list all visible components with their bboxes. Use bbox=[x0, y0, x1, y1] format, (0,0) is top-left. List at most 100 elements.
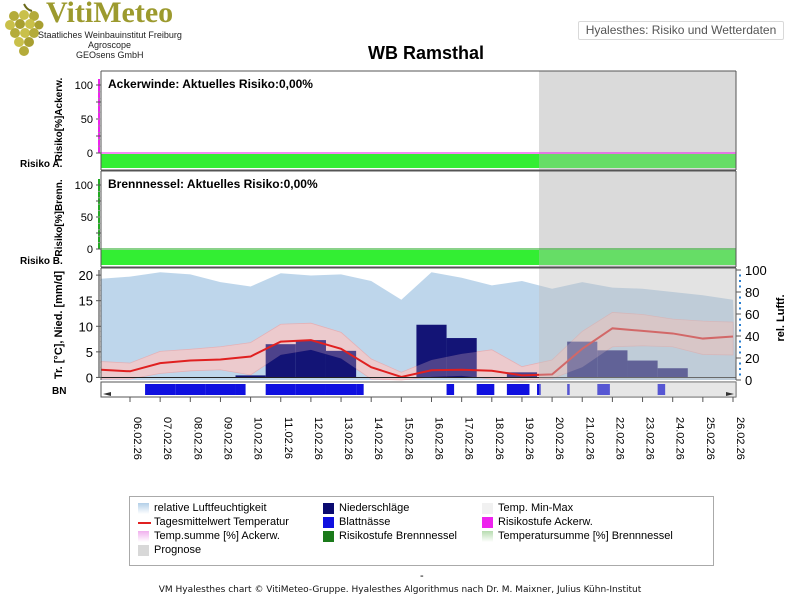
weather-y2tick-dot bbox=[739, 351, 741, 354]
weather-y2tick-dot bbox=[739, 362, 741, 365]
weather-ytick-label: 15 bbox=[79, 294, 93, 309]
chart-legend: relative Luftfeuchtigkeit Niederschläge Te… bbox=[129, 496, 714, 566]
ackerwinde-risk-band-forecast bbox=[539, 154, 736, 168]
weather-y2tick-dot bbox=[739, 285, 741, 288]
weather-ytick-label: 10 bbox=[79, 319, 93, 334]
weather-y2tick-dot bbox=[739, 346, 741, 348]
legend-label: Tagesmittelwert Temperatur bbox=[154, 516, 289, 528]
ackerwinde-risk-annotation: Ackerwinde: Aktuelles Risiko:0,00% bbox=[108, 77, 313, 91]
weather-y-axis-label: Tr. [°C], Nied. [mm/d] bbox=[53, 271, 65, 380]
weather-y2tick-dot bbox=[739, 340, 741, 343]
weather-y2tick-dot bbox=[739, 296, 741, 299]
leaf-row-label: BN bbox=[52, 386, 66, 397]
leaf-wetness-bar bbox=[597, 384, 610, 395]
legend-swatch bbox=[323, 503, 334, 514]
x-tick-label: 11.02.26 bbox=[282, 417, 294, 459]
ackerwinde-ytick-label: 50 bbox=[81, 114, 93, 126]
leaf-forecast-shade bbox=[539, 382, 736, 397]
leaf-wetness-strip bbox=[100, 381, 737, 398]
weather-y2tick-label: 20 bbox=[745, 351, 759, 366]
x-tick-label: 26.02.26 bbox=[734, 417, 746, 460]
weather-forecast-shade bbox=[539, 268, 736, 380]
leaf-wetness-bar bbox=[295, 384, 326, 395]
legend-swatch bbox=[323, 531, 334, 542]
temp-minmax-overlay bbox=[101, 312, 733, 380]
precip-bar bbox=[235, 375, 266, 378]
ackerwinde-risk-band-observed bbox=[101, 154, 540, 168]
ackerwinde-ytick-label: 100 bbox=[75, 80, 93, 92]
legend-label: Prognose bbox=[154, 544, 202, 556]
right-scroll-arrow-icon bbox=[726, 392, 734, 396]
x-tick-label: 24.02.26 bbox=[674, 417, 686, 460]
x-tick-label: 20.02.26 bbox=[553, 417, 565, 460]
brennnessel-y-axis-label: Risiko[%]Brenn. bbox=[54, 179, 65, 256]
x-tick-label: 19.02.26 bbox=[523, 417, 535, 460]
weather-y2tick-label: 80 bbox=[745, 285, 759, 300]
legend-label: Niederschläge bbox=[339, 502, 410, 514]
precip-bar bbox=[627, 360, 658, 378]
ackerwinde-ytick-label: 0 bbox=[87, 148, 93, 160]
weather-y2tick-dot bbox=[739, 274, 741, 277]
logo-line-institute: Staatliches Weinbauinstitut Freiburg bbox=[38, 30, 182, 40]
leaf-wetness-bar bbox=[235, 384, 246, 395]
weather-y2tick-dot bbox=[739, 373, 741, 376]
vitimeteo-logo: VitiMeteo Staatliches Weinbauinstitut Fr… bbox=[0, 0, 200, 64]
weather-y2tick-dot bbox=[739, 318, 741, 321]
x-tick-label: 18.02.26 bbox=[493, 417, 505, 460]
x-tick-label: 23.02.26 bbox=[644, 417, 656, 460]
left-scroll-arrow-icon bbox=[103, 392, 111, 396]
precip-bar bbox=[416, 324, 447, 378]
leaf-wetness-bar bbox=[205, 384, 236, 395]
leaf-wetness-bar bbox=[567, 384, 570, 395]
legend-label: Temperatursumme [%] Brennnessel bbox=[498, 530, 673, 542]
legend-swatch bbox=[482, 503, 493, 514]
leaf-wetness-bar bbox=[506, 384, 530, 395]
x-tick-label: 07.02.26 bbox=[161, 417, 173, 460]
weather-y2tick-dot bbox=[739, 302, 741, 304]
leaf-wetness-bar bbox=[356, 384, 364, 395]
leaf-wetness-bar bbox=[175, 384, 206, 395]
x-tick-label: 16.02.26 bbox=[433, 417, 445, 460]
weather-y2-axis-label: rel. Luftf. bbox=[775, 294, 787, 341]
x-tick-label: 15.02.26 bbox=[402, 417, 414, 460]
footer-separator: - bbox=[420, 570, 424, 582]
x-tick-label: 25.02.26 bbox=[704, 417, 716, 460]
weather-ytick-label: 0 bbox=[86, 370, 93, 385]
legend-label: Blattnässe bbox=[339, 516, 391, 528]
x-tick-label: 09.02.26 bbox=[221, 417, 233, 460]
legend-swatch bbox=[138, 503, 149, 514]
leaf-wetness-bar bbox=[657, 384, 666, 395]
leaf-wetness-bar bbox=[446, 384, 455, 395]
logo-line-geosens: GEOsens GmbH bbox=[76, 50, 144, 60]
leaf-wetness-bar bbox=[265, 384, 296, 395]
weather-y2tick-label: 100 bbox=[745, 263, 767, 278]
brennnessel-risk-annotation: Brennnessel: Aktuelles Risiko:0,00% bbox=[108, 177, 318, 191]
precip-bar bbox=[265, 344, 296, 378]
grape-cluster-icon bbox=[5, 3, 44, 56]
legend-swatch bbox=[138, 545, 149, 556]
footer-credit: VM Hyalesthes chart © VitiMeteo-Gruppe. … bbox=[158, 585, 642, 595]
precip-bar bbox=[597, 350, 628, 378]
x-tick-label: 12.02.26 bbox=[312, 417, 324, 460]
brennnessel-ytick-label: 0 bbox=[87, 244, 93, 256]
x-tick-label: 06.02.26 bbox=[131, 417, 143, 460]
ackerwinde-row-label: Risiko A. bbox=[20, 159, 63, 170]
weather-y2tick-dot bbox=[739, 307, 741, 310]
legend-label: relative Luftfeuchtigkeit bbox=[154, 502, 267, 514]
weather-y2tick-label: 60 bbox=[745, 307, 759, 322]
brennnessel-ytick-label: 50 bbox=[81, 212, 93, 224]
weather-y2tick-dot bbox=[739, 280, 741, 282]
page-title: WB Ramsthal bbox=[367, 43, 484, 63]
legend-label: Temp.summe [%] Ackerw. bbox=[154, 530, 280, 542]
weather-y2tick-label: 40 bbox=[745, 329, 759, 344]
brennnessel-ytick-label: 100 bbox=[75, 180, 93, 192]
x-tick-label: 13.02.26 bbox=[342, 417, 354, 460]
legend-label: Risikostufe Brennnessel bbox=[339, 530, 458, 542]
x-tick-label: 08.02.26 bbox=[191, 417, 203, 460]
brennnessel-row-label: Risiko B. bbox=[20, 256, 63, 267]
x-tick-label: 10.02.26 bbox=[252, 417, 264, 460]
weather-y2tick-dot bbox=[739, 368, 741, 370]
x-tick-label: 22.02.26 bbox=[613, 417, 625, 460]
brennnessel-risk-band-observed bbox=[101, 250, 540, 265]
